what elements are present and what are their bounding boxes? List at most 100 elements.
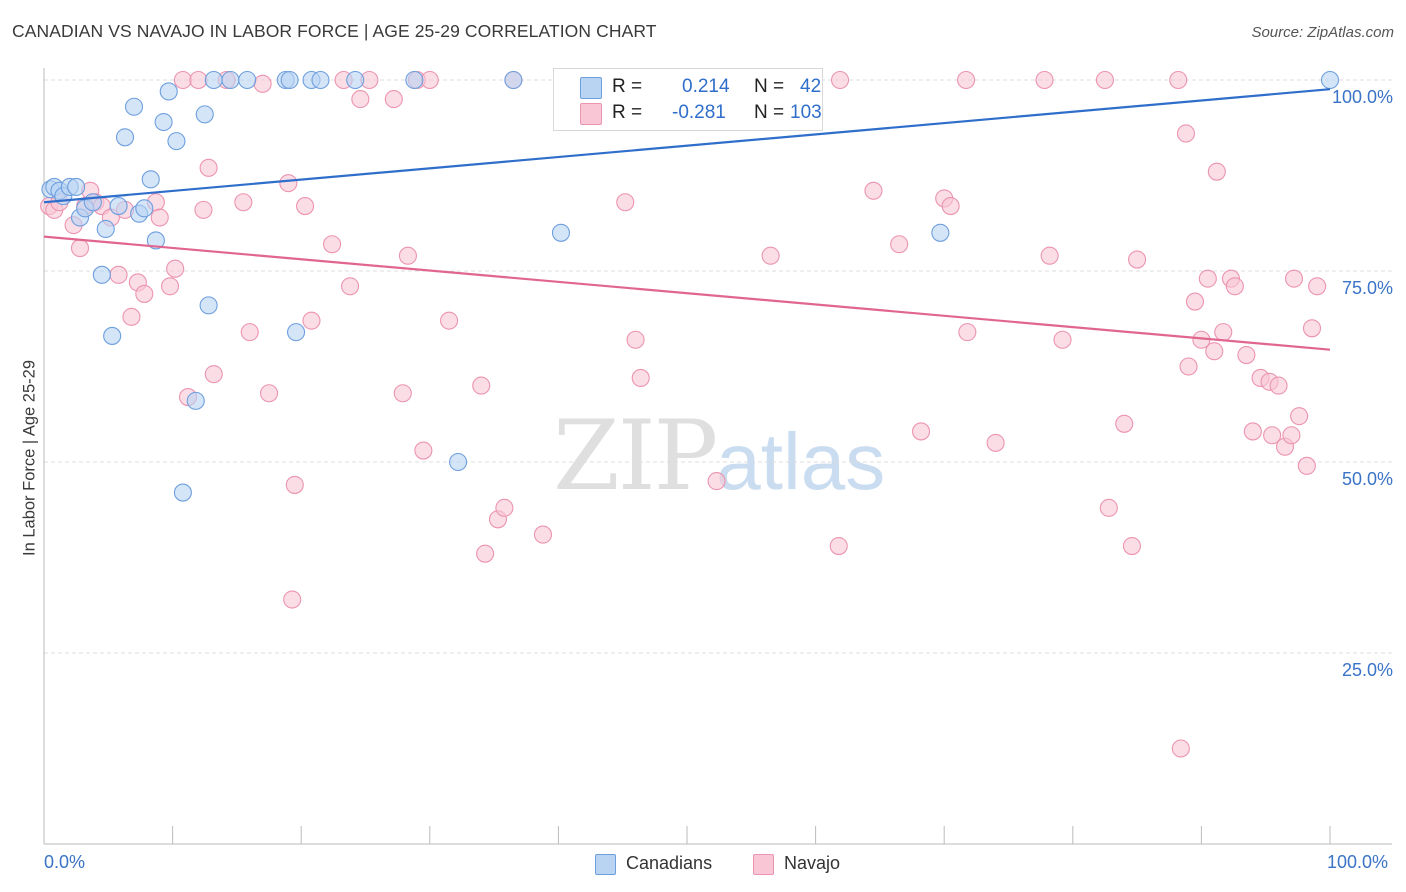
navajo-point [302, 311, 321, 330]
legend-swatch-navajo [580, 103, 602, 125]
navajo-point [1095, 70, 1114, 90]
navajo-point [1115, 414, 1134, 433]
legend-r-label: R = [612, 76, 643, 97]
navajo-point [707, 472, 726, 491]
navajo-point [941, 197, 960, 216]
canadians-point [141, 170, 160, 189]
navajo-point [626, 330, 645, 349]
y-tick-label-25: 25.0% [1341, 660, 1393, 680]
legend-swatch-canadians [595, 854, 616, 875]
legend-label-navajo: Navajo [784, 853, 841, 873]
navajo-point [1128, 250, 1147, 269]
legend-r-label: R = [612, 102, 643, 123]
canadians-point [135, 199, 154, 218]
canadians-point [83, 193, 102, 212]
navajo-point [472, 376, 491, 395]
navajo-point [259, 384, 279, 403]
canadians-point [204, 70, 223, 90]
navajo-point [616, 193, 635, 212]
legend-swatch-navajo [753, 854, 774, 875]
navajo-point [1035, 70, 1054, 90]
navajo-point [283, 590, 302, 609]
navajo-point [957, 70, 976, 90]
navajo-point [1290, 407, 1309, 426]
legend-label-canadians: Canadians [626, 853, 713, 873]
navajo-point [1169, 70, 1188, 90]
legend-r-value: 0.214 [682, 76, 730, 97]
canadians-point [311, 70, 330, 90]
canadians-point [195, 105, 214, 124]
canadians-point [159, 82, 178, 101]
navajo-point [296, 197, 315, 216]
navajo-point [1171, 739, 1190, 758]
y-tick-label-50: 50.0% [1341, 469, 1393, 489]
navajo-point [912, 422, 931, 441]
navajo-point [166, 259, 185, 278]
navajo-point [160, 277, 180, 296]
canadians-trend-line [43, 88, 1331, 204]
navajo-point [440, 311, 459, 330]
canadians-point [92, 265, 111, 284]
navajo-point [631, 368, 650, 388]
navajo-point [1269, 376, 1288, 395]
navajo-point [1122, 536, 1142, 556]
navajo-point [384, 90, 403, 109]
axes [43, 68, 1392, 845]
canadians-point [167, 132, 186, 151]
navajo-point [1297, 456, 1316, 475]
navajo-point [285, 475, 304, 494]
navajo-point [240, 323, 259, 342]
navajo-point [1308, 277, 1327, 296]
navajo-point [829, 536, 848, 556]
navajo-point [1205, 342, 1224, 361]
navajo-point [958, 323, 977, 342]
navajo-point [1176, 124, 1196, 143]
legend-n-label: N = [754, 76, 785, 97]
navajo-point [420, 70, 439, 90]
canadians-point [287, 323, 306, 342]
navajo-trend-line [43, 235, 1331, 351]
navajo-point [533, 525, 553, 544]
navajo-point [1099, 498, 1118, 517]
navajo-point [1198, 269, 1217, 288]
navajo-point [323, 235, 342, 254]
canadians-point [199, 296, 218, 315]
navajo-point [761, 246, 780, 265]
canadians-point [1320, 70, 1340, 90]
navajo-point [1185, 292, 1205, 311]
legend-n-value: 103 [790, 102, 822, 123]
navajo-point [414, 441, 433, 460]
navajo-point [864, 181, 883, 200]
canadians-point [109, 197, 128, 216]
series-legend: Canadians Navajo [0, 853, 1406, 877]
canadians-point [405, 70, 424, 90]
source-label: Source: ZipAtlas.com [1251, 24, 1394, 41]
y-tick-label-75: 75.0% [1341, 278, 1393, 298]
navajo-point [199, 158, 218, 177]
x-tick-label-min: 0.0% [44, 852, 86, 872]
navajo-point [1263, 426, 1282, 445]
navajo-point [495, 498, 514, 517]
navajo-point [986, 433, 1005, 452]
navajo-point [1284, 269, 1304, 288]
chart-title: CANADIAN VS NAVAJO IN LABOR FORCE | AGE … [12, 21, 657, 41]
navajo-point [1243, 422, 1262, 441]
navajo-point [1053, 330, 1072, 349]
legend-n-label: N = [754, 102, 785, 123]
y-tick-label-100: 100.0% [1331, 87, 1393, 107]
navajo-point [1214, 323, 1233, 342]
navajo-point [234, 193, 253, 212]
canadians-point [173, 483, 192, 502]
legend-n-value: 42 [800, 76, 822, 97]
navajo-point [1225, 277, 1244, 296]
navajo-point [70, 239, 90, 258]
canadians-point [67, 177, 86, 197]
navajo-point [830, 70, 850, 90]
canadians-point [154, 112, 173, 132]
canadians-point [238, 70, 257, 90]
y-axis-label: In Labor Force | Age 25-29 [20, 360, 39, 556]
navajo-point [1179, 357, 1198, 376]
navajo-points [40, 70, 1327, 758]
navajo-point [173, 70, 192, 90]
navajo-point [135, 284, 154, 303]
